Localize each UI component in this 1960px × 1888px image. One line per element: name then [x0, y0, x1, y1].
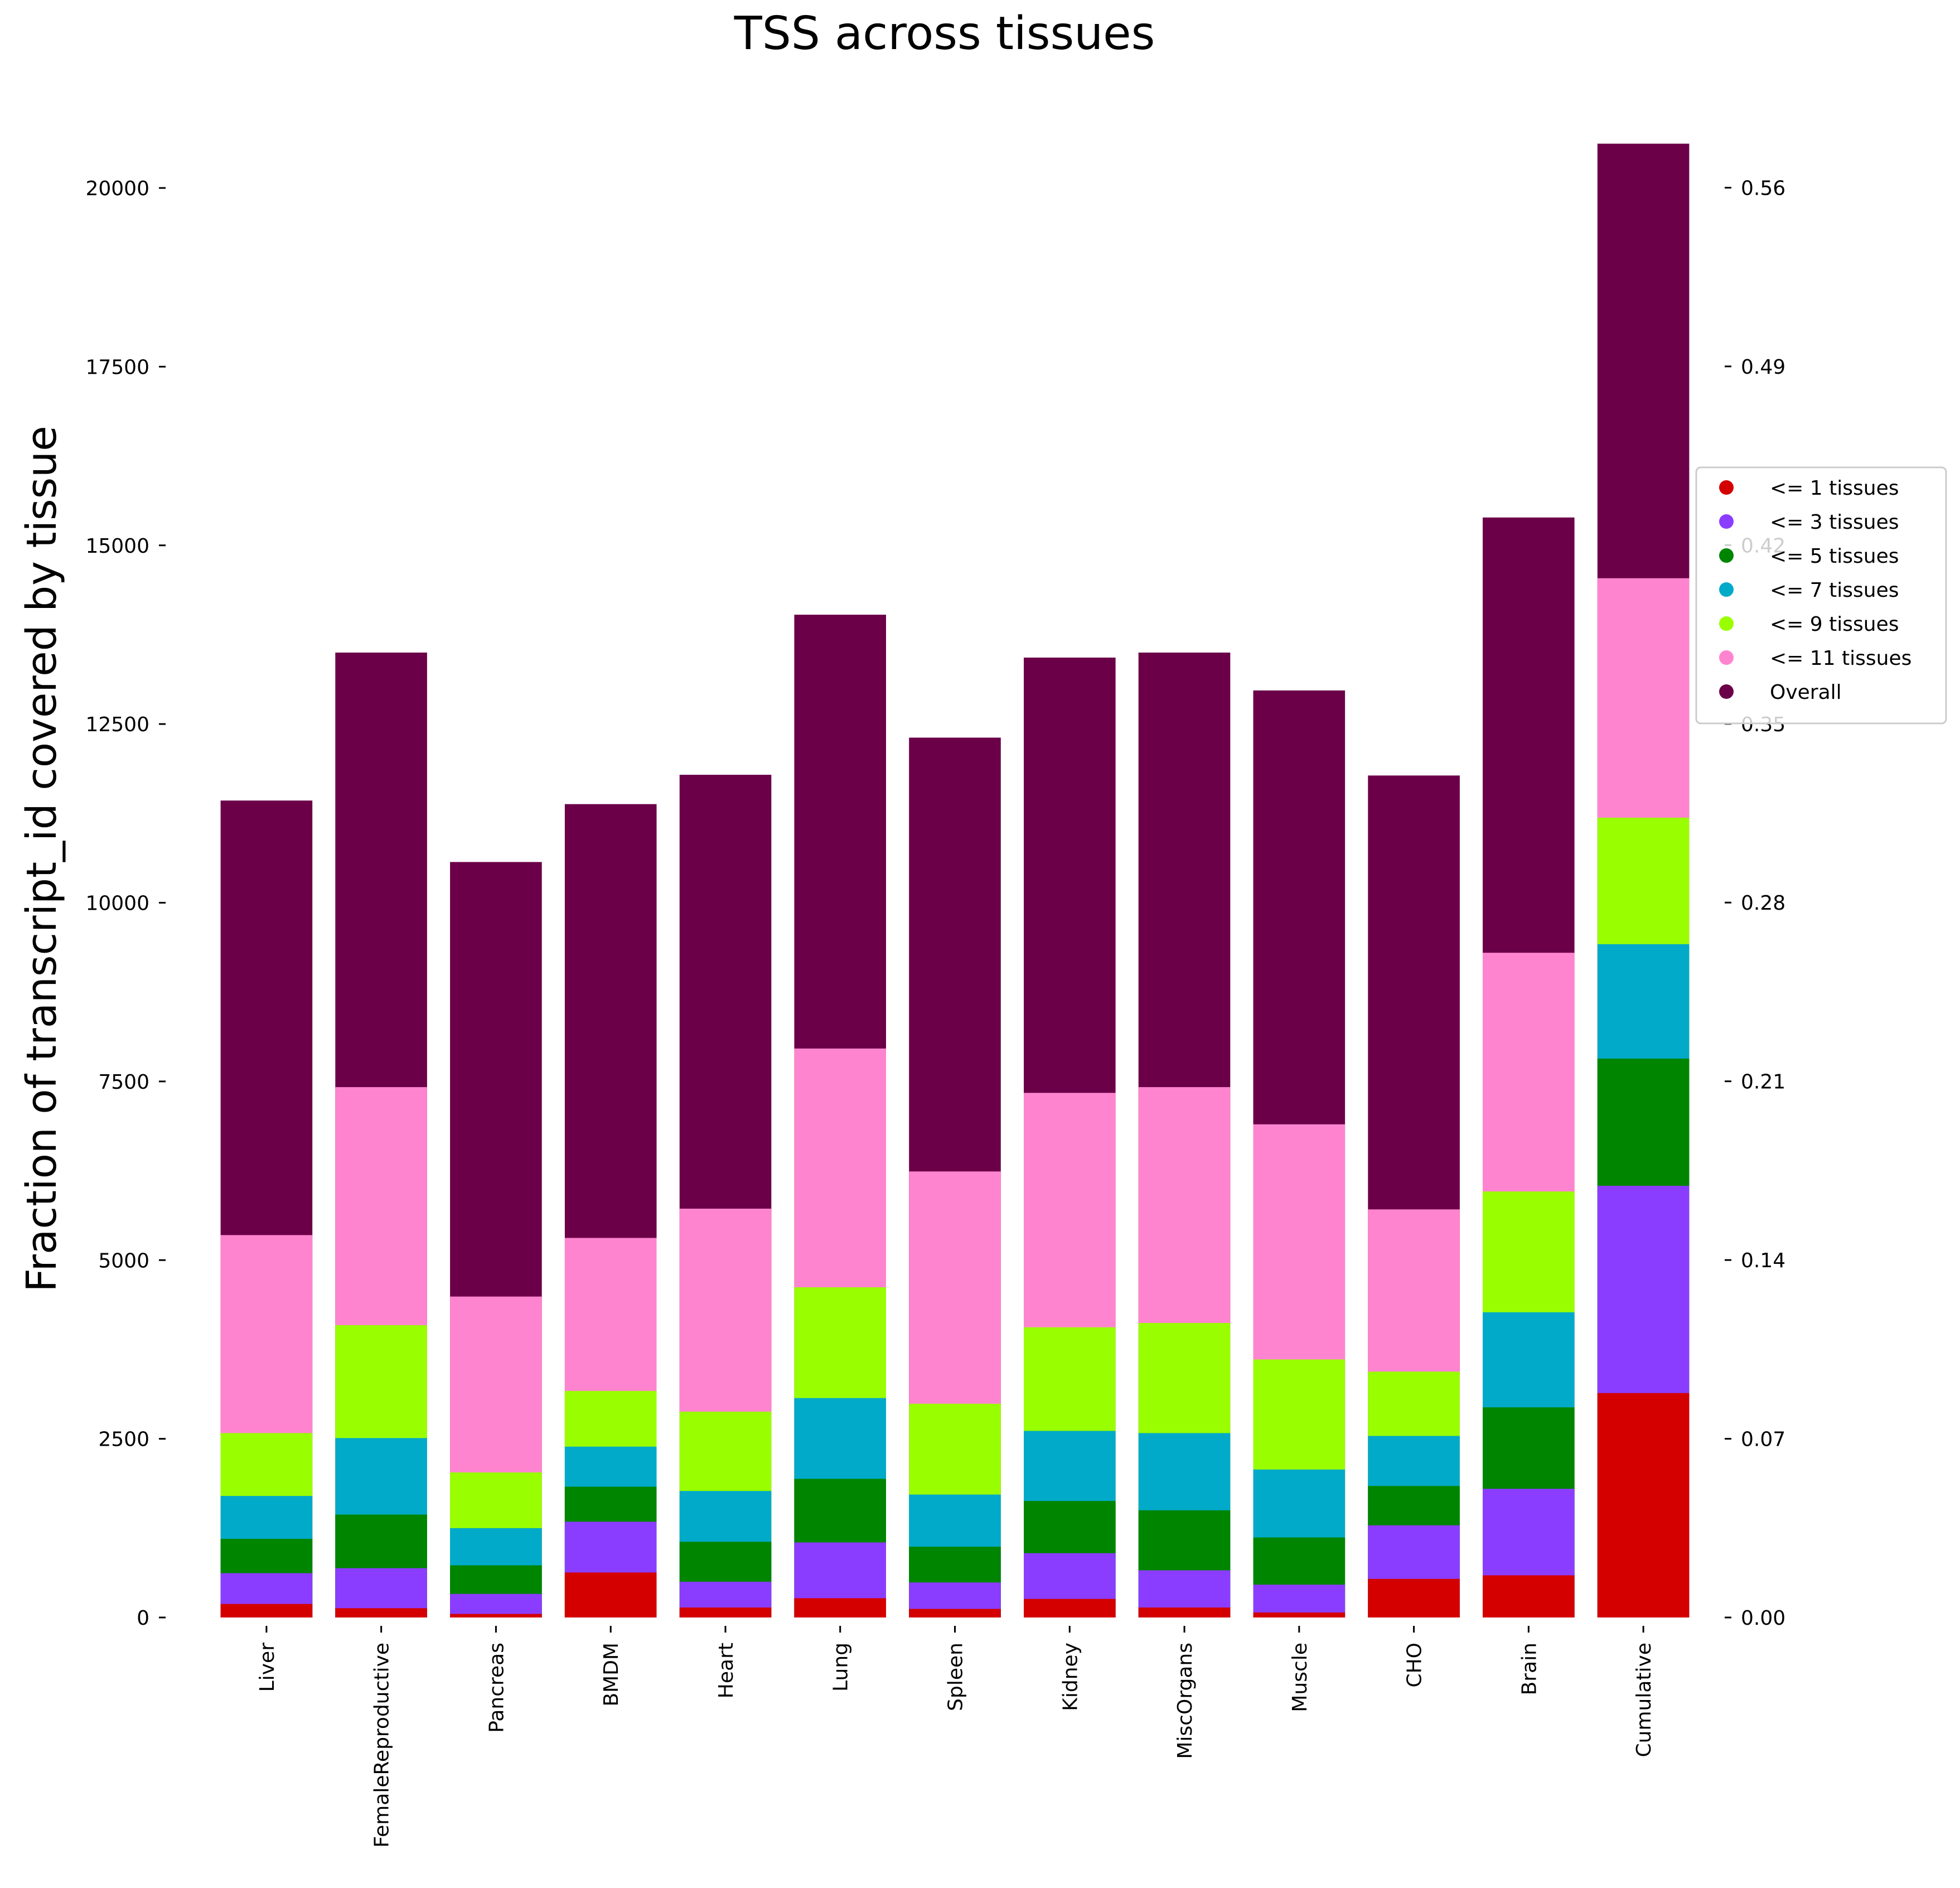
- legend-marker: [1719, 480, 1734, 495]
- y-tick-label: 20000: [85, 177, 149, 200]
- x-category-label: Brain: [1518, 1643, 1541, 1695]
- bar-FemaleReproductive--1-tissues: [335, 1608, 427, 1617]
- legend-marker: [1719, 548, 1734, 563]
- bar-Pancreas--3-tissues: [450, 1594, 542, 1617]
- bar-Lung--1-tissues: [794, 1598, 886, 1617]
- y2-tick-label: 0.00: [1741, 1607, 1785, 1630]
- bar-Kidney--1-tissues: [1024, 1599, 1116, 1617]
- legend-frame: [1695, 466, 1947, 725]
- y-tick-label: 10000: [85, 892, 149, 915]
- bar-Heart--1-tissues: [679, 1607, 772, 1617]
- legend-marker: [1719, 514, 1734, 529]
- y-axis-left: 0 2500 5000 7500 10000 12500 15000 17500 20000: [85, 177, 166, 1630]
- x-category-label: Spleen: [945, 1643, 967, 1711]
- x-category-label: Lung: [830, 1643, 853, 1692]
- x-axis: Liver FemaleReproductive Pancreas BMDM Heart…: [256, 1626, 1656, 1848]
- bar-CHO--1-tissues: [1368, 1578, 1460, 1617]
- y2-tick-label: 0.28: [1741, 892, 1785, 915]
- x-category-label: FemaleReproductive: [371, 1643, 394, 1848]
- legend-entry-label: Overall: [1770, 681, 1842, 704]
- bar-Muscle--1-tissues: [1253, 1612, 1346, 1617]
- legend-entry-label: <= 5 tissues: [1770, 545, 1899, 568]
- y2-tick-label: 0.21: [1741, 1071, 1785, 1094]
- y2-tick-label: 0.07: [1741, 1428, 1785, 1451]
- y-tick-label: 2500: [98, 1428, 149, 1451]
- y-tick-label: 0: [137, 1607, 149, 1630]
- x-category-label: Kidney: [1059, 1643, 1082, 1711]
- legend-marker: [1719, 650, 1734, 665]
- bar-Spleen--1-tissues: [909, 1609, 1001, 1617]
- y-axis-label: Fraction of transcript_id covered by tis…: [18, 426, 66, 1292]
- legend-marker: [1719, 684, 1734, 699]
- y2-tick-label: 0.14: [1741, 1249, 1785, 1272]
- x-category-label: Muscle: [1289, 1643, 1311, 1712]
- y2-tick-label: 0.56: [1741, 177, 1785, 200]
- y2-tick-label: 0.49: [1741, 356, 1785, 379]
- legend: <= 1 tissues <= 3 tissues <= 5 tissues <= 7…: [1695, 466, 1947, 725]
- x-category-label: Pancreas: [485, 1643, 508, 1733]
- y-tick-label: 17500: [85, 356, 149, 379]
- legend-entry-label: <= 11 tissues: [1770, 647, 1911, 670]
- x-category-label: BMDM: [600, 1643, 623, 1707]
- legend-entry-label: <= 9 tissues: [1770, 613, 1899, 636]
- y-tick-label: 12500: [85, 713, 149, 736]
- legend-entry-label: <= 7 tissues: [1770, 579, 1899, 602]
- chart-title: TSS across tissues: [734, 7, 1155, 60]
- legend-marker: [1719, 582, 1734, 597]
- x-category-label: Heart: [715, 1643, 738, 1698]
- bar-Liver--1-tissues: [220, 1604, 313, 1617]
- x-category-label: Cumulative: [1633, 1643, 1656, 1757]
- y-tick-label: 5000: [98, 1249, 149, 1272]
- x-category-label: Liver: [256, 1643, 279, 1692]
- bar-MiscOrgans--1-tissues: [1138, 1607, 1231, 1617]
- bar-BMDM--1-tissues: [564, 1572, 657, 1617]
- y-axis-right: 0.000.070.140.210.280.350.420.490.56: [1725, 177, 1785, 1630]
- bars-group: [220, 143, 1690, 1617]
- bar-Muscle--3-tissues: [1253, 1585, 1346, 1617]
- y-tick-label: 7500: [98, 1071, 149, 1094]
- legend-marker: [1719, 616, 1734, 631]
- x-category-label: MiscOrgans: [1174, 1643, 1197, 1759]
- x-category-label: CHO: [1404, 1643, 1426, 1688]
- legend-entry-label: <= 1 tissues: [1770, 477, 1899, 500]
- bar-Brain--1-tissues: [1483, 1575, 1575, 1617]
- y-tick-label: 15000: [85, 535, 149, 558]
- legend-entry-label: <= 3 tissues: [1770, 511, 1899, 534]
- bar-Cumulative--1-tissues: [1597, 1393, 1690, 1617]
- bar-Pancreas--1-tissues: [450, 1614, 542, 1617]
